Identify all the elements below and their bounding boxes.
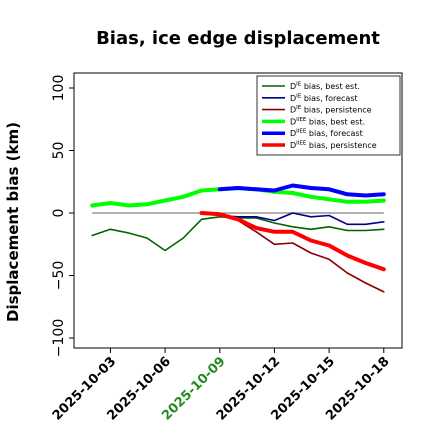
y-tick-label: 0 (51, 209, 67, 218)
series-line-4 (217, 183, 386, 198)
legend-entry: DIE bias, best est. (290, 82, 360, 92)
legend-entry: DIE bias, persistence (290, 105, 372, 115)
legend-entry: DIIEE bias, forecast (290, 129, 363, 139)
series-line-5 (199, 211, 386, 272)
legend-entry: DIE bias, forecast (290, 93, 358, 103)
y-tick-label: −100 (51, 319, 67, 357)
series-line-1 (219, 212, 385, 226)
plot-frame (73, 72, 403, 349)
y-tick-label: 50 (51, 142, 67, 160)
legend-entry: DIIEE bias, best est. (290, 117, 365, 127)
series-line-0 (91, 216, 385, 252)
legend-box (256, 75, 401, 156)
chart-title: Bias, ice edge displacement (96, 28, 380, 49)
legend-entry: DIIEE bias, persistence (290, 141, 377, 151)
y-tick-label: −50 (51, 261, 67, 291)
y-tick-label: 100 (51, 75, 67, 102)
y-axis-label: Displacement bias (km) (4, 122, 22, 322)
